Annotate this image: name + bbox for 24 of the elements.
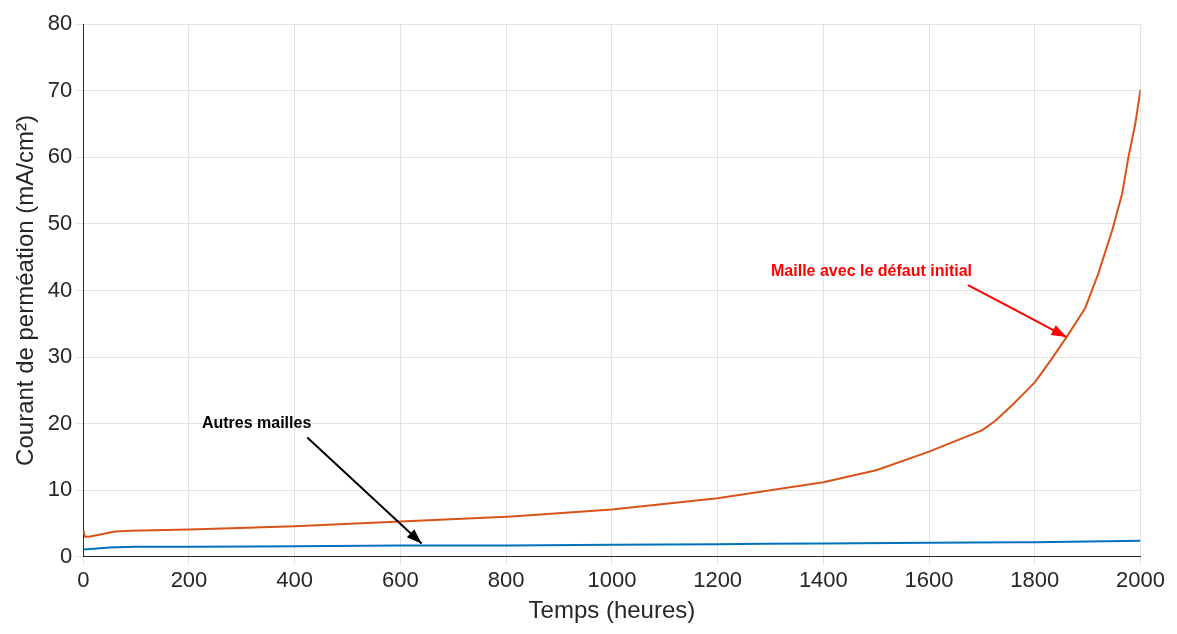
x-tick-label: 600 (382, 567, 419, 593)
x-tick-label: 1200 (693, 567, 743, 593)
y-tick-label: 0 (60, 542, 73, 568)
x-tick-label: 1400 (798, 567, 848, 593)
y-tick-label: 50 (47, 209, 73, 235)
x-tick-label: 2000 (1116, 567, 1166, 593)
y-axis-title: Courant de perméation (mA/cm²) (11, 115, 39, 466)
x-tick-label: 1000 (587, 567, 637, 593)
y-tick-label: 70 (47, 76, 73, 102)
y-tick-label: 20 (47, 409, 73, 435)
y-tick-label: 40 (47, 276, 73, 302)
annotation: Autres mailles (201, 413, 312, 431)
x-tick-label: 1800 (1010, 567, 1060, 593)
y-tick-label: 10 (47, 476, 73, 502)
x-tick-label: 1600 (904, 567, 954, 593)
x-tick-label: 800 (487, 567, 525, 593)
annotation: Maille avec le défaut initial (771, 261, 973, 279)
x-tick-label: 200 (170, 567, 208, 593)
x-tick-label: 0 (77, 567, 90, 593)
x-axis-title: Temps (heures) (528, 596, 696, 624)
x-tick-label: 400 (276, 567, 314, 593)
y-tick-label: 80 (47, 10, 73, 36)
y-tick-label: 30 (47, 343, 73, 369)
y-tick-label: 60 (47, 143, 73, 169)
